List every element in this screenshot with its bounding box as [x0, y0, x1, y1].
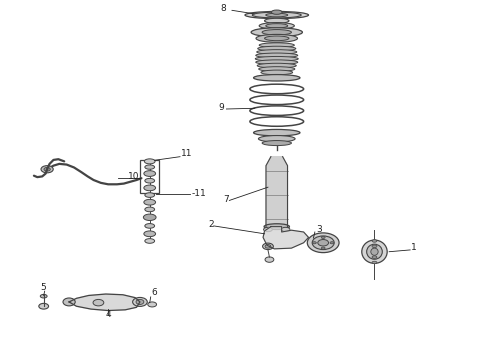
- Ellipse shape: [144, 214, 156, 221]
- Ellipse shape: [307, 233, 339, 253]
- Ellipse shape: [144, 231, 156, 237]
- Bar: [140, 160, 159, 193]
- Ellipse shape: [145, 165, 155, 169]
- Ellipse shape: [262, 30, 292, 35]
- Ellipse shape: [133, 297, 147, 306]
- Ellipse shape: [265, 244, 271, 248]
- Text: 7: 7: [223, 194, 229, 203]
- Ellipse shape: [372, 256, 377, 258]
- Ellipse shape: [252, 12, 301, 18]
- Ellipse shape: [262, 140, 292, 145]
- Ellipse shape: [263, 243, 273, 249]
- Text: 11: 11: [180, 149, 192, 158]
- Ellipse shape: [367, 244, 382, 259]
- Polygon shape: [263, 226, 309, 249]
- Ellipse shape: [93, 300, 104, 306]
- Ellipse shape: [330, 242, 334, 244]
- Text: 9: 9: [218, 103, 224, 112]
- Ellipse shape: [261, 70, 293, 75]
- Ellipse shape: [39, 303, 49, 309]
- Ellipse shape: [372, 245, 377, 248]
- Ellipse shape: [44, 167, 50, 171]
- Ellipse shape: [145, 159, 155, 164]
- Polygon shape: [266, 157, 288, 226]
- Ellipse shape: [372, 261, 377, 264]
- Ellipse shape: [253, 75, 300, 81]
- Ellipse shape: [312, 236, 334, 249]
- Ellipse shape: [271, 10, 282, 14]
- Ellipse shape: [148, 302, 157, 307]
- Ellipse shape: [256, 60, 298, 64]
- Ellipse shape: [265, 257, 274, 262]
- Ellipse shape: [144, 171, 156, 176]
- Ellipse shape: [145, 239, 155, 243]
- Ellipse shape: [145, 193, 155, 197]
- Ellipse shape: [258, 135, 295, 142]
- Ellipse shape: [321, 236, 325, 238]
- Ellipse shape: [266, 24, 288, 28]
- Ellipse shape: [265, 36, 289, 41]
- Ellipse shape: [245, 12, 309, 19]
- Ellipse shape: [259, 23, 294, 29]
- Ellipse shape: [144, 185, 156, 191]
- Ellipse shape: [255, 57, 298, 61]
- Text: 5: 5: [41, 283, 47, 292]
- Ellipse shape: [313, 242, 317, 244]
- Ellipse shape: [136, 300, 144, 305]
- Text: 2: 2: [208, 220, 214, 229]
- Ellipse shape: [257, 63, 296, 68]
- Ellipse shape: [321, 247, 325, 249]
- Ellipse shape: [256, 53, 298, 58]
- Ellipse shape: [145, 207, 155, 212]
- Polygon shape: [69, 294, 140, 311]
- Ellipse shape: [253, 130, 300, 136]
- Ellipse shape: [63, 298, 75, 306]
- Ellipse shape: [257, 50, 297, 54]
- Text: 1: 1: [411, 243, 417, 252]
- Ellipse shape: [145, 224, 155, 228]
- Ellipse shape: [40, 294, 47, 298]
- Ellipse shape: [318, 239, 329, 246]
- Ellipse shape: [264, 227, 272, 231]
- Ellipse shape: [251, 28, 302, 37]
- Ellipse shape: [144, 199, 156, 205]
- Text: 3: 3: [316, 225, 321, 234]
- Text: -11: -11: [191, 189, 206, 198]
- Text: 6: 6: [151, 288, 157, 297]
- Ellipse shape: [258, 46, 296, 51]
- Ellipse shape: [371, 248, 378, 255]
- Ellipse shape: [281, 227, 290, 231]
- Ellipse shape: [41, 166, 53, 173]
- Text: 10: 10: [128, 172, 139, 181]
- Ellipse shape: [145, 179, 155, 183]
- Ellipse shape: [265, 18, 289, 23]
- Ellipse shape: [264, 224, 290, 229]
- Ellipse shape: [362, 240, 387, 264]
- Ellipse shape: [259, 43, 294, 48]
- Ellipse shape: [256, 35, 297, 42]
- Text: 4: 4: [106, 310, 111, 319]
- Ellipse shape: [372, 240, 377, 242]
- Text: 8: 8: [220, 4, 254, 14]
- Ellipse shape: [259, 67, 295, 71]
- Ellipse shape: [266, 13, 288, 17]
